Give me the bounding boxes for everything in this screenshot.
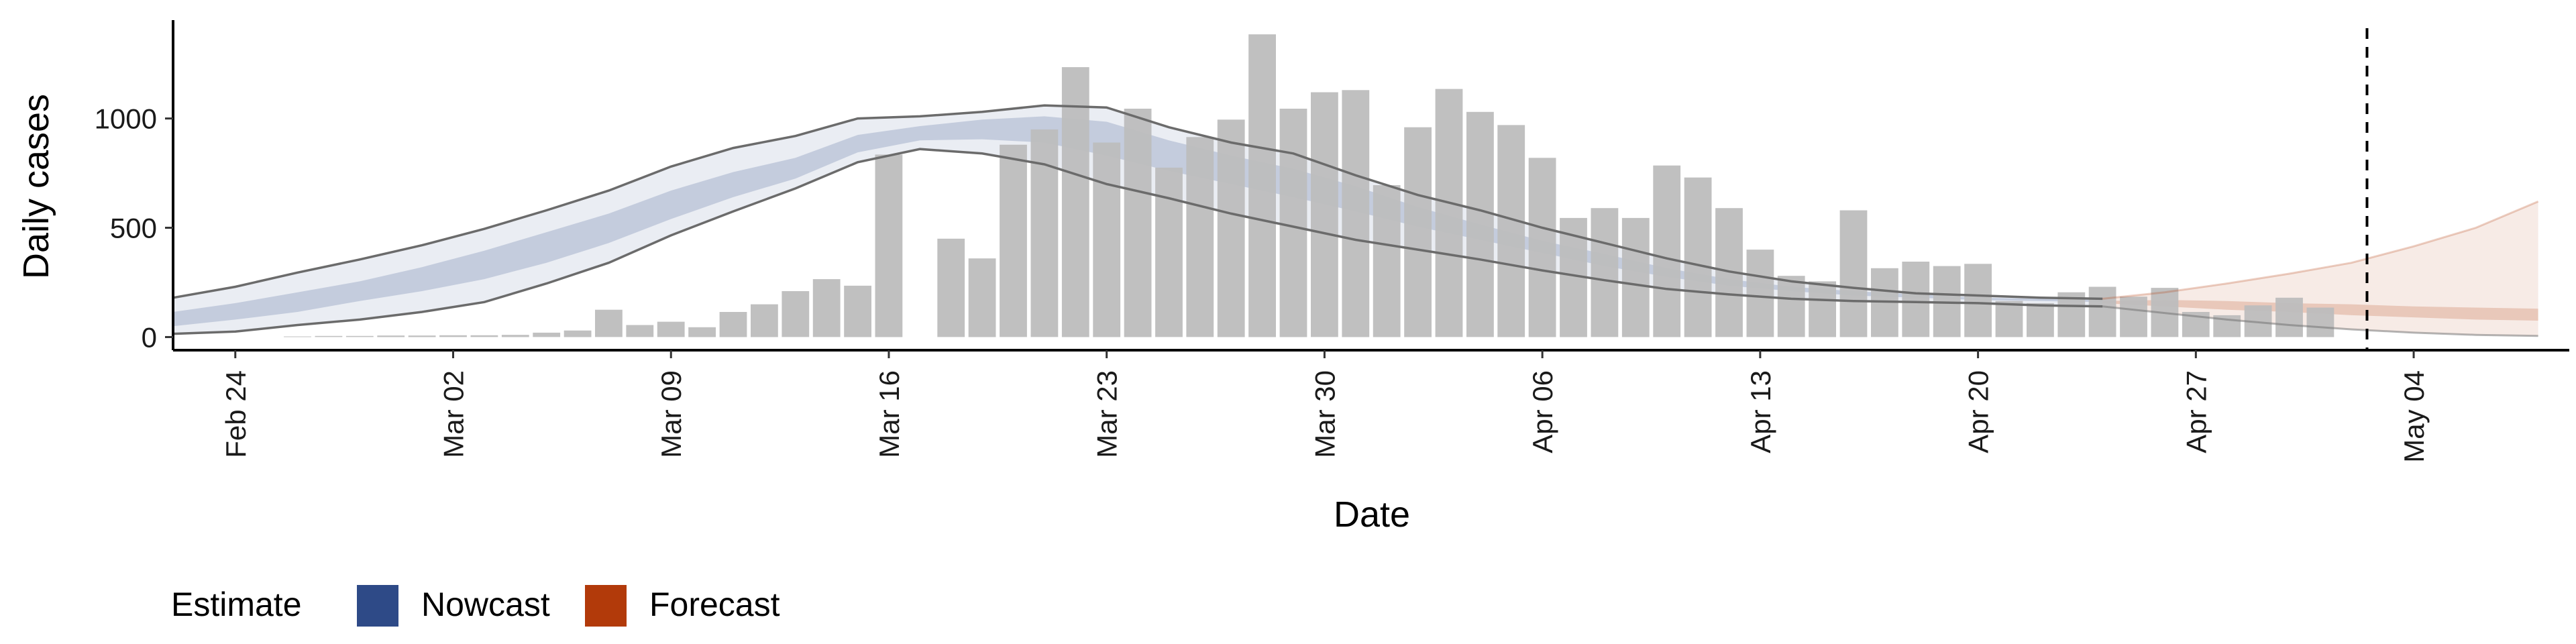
case-bar [439, 335, 467, 337]
case-bar [719, 312, 747, 337]
forecast-upper-line [2102, 201, 2539, 300]
x-tick-label: Mar 09 [655, 370, 687, 458]
case-bar [1186, 137, 1214, 337]
nowcast-upper-line [172, 104, 2103, 301]
case-bar [2088, 286, 2116, 337]
x-tick-label: Mar 02 [438, 370, 470, 458]
case-bar [626, 325, 654, 337]
case-bar [1155, 167, 1183, 337]
y-tick-label: 1000 [95, 103, 157, 135]
x-axis-title: Date [1334, 494, 1410, 535]
case-bar [2120, 297, 2147, 337]
case-bar [1000, 144, 1027, 337]
nowcast-lower-line [172, 148, 2103, 335]
case-bar [377, 335, 405, 337]
case-bar [1217, 119, 1245, 337]
case-bar [688, 327, 716, 337]
legend-label-nowcast: Nowcast [421, 586, 550, 623]
nowcast-band-90 [173, 105, 2103, 334]
case-bar [1093, 142, 1121, 337]
legend: Estimate Nowcast Forecast [171, 585, 780, 627]
case-bar [1435, 89, 1463, 337]
case-bar [564, 330, 592, 337]
case-bar [1591, 208, 1619, 337]
case-bar [2057, 292, 2086, 337]
case-bar [345, 335, 374, 337]
case-bar [1839, 210, 1868, 337]
legend-label-forecast: Forecast [649, 586, 780, 623]
case-bar [1653, 165, 1681, 337]
case-bar [1342, 90, 1370, 337]
x-axis: Feb 24 Mar 02 Mar 09 Mar 16 Mar 23 Mar 30 Apr … [173, 349, 2569, 463]
case-bar [1030, 129, 1059, 337]
case-bar [1497, 125, 1525, 337]
case-bar [1248, 34, 1276, 337]
case-bar [595, 309, 623, 337]
case-bar [315, 335, 343, 337]
y-axis-title: Daily cases [16, 94, 56, 279]
case-bar [1621, 217, 1650, 337]
case-bar [1746, 250, 1774, 337]
case-bar [1404, 127, 1432, 337]
case-bar [1995, 301, 2023, 337]
case-bar [937, 238, 965, 337]
forecast-lower-line [2102, 305, 2538, 337]
interval-lines [172, 104, 2539, 337]
case-bar [1809, 281, 1836, 337]
legend-key-nowcast [357, 585, 398, 627]
case-bar [1902, 262, 1930, 337]
legend-key-forecast [585, 585, 627, 627]
case-bar [657, 321, 685, 337]
case-bar [1279, 109, 1307, 337]
case-bar [1777, 276, 1805, 337]
case-bar [875, 154, 903, 337]
case-bar [408, 335, 436, 337]
y-axis: 0 500 1000 [95, 20, 174, 353]
case-bars [284, 34, 2334, 337]
case-bar [1311, 92, 1338, 337]
case-bar [1466, 111, 1494, 337]
case-bar [2275, 297, 2303, 337]
case-bar [812, 279, 841, 337]
case-bar [1964, 264, 1992, 337]
case-bar [1528, 158, 1556, 337]
x-tick-label: Mar 30 [1309, 370, 1340, 458]
case-bar [1124, 109, 1152, 337]
x-tick-label: Apr 06 [1527, 370, 1558, 453]
x-tick-label: Feb 24 [220, 370, 252, 458]
case-bar [2027, 303, 2054, 337]
x-tick-label: May 04 [2398, 370, 2430, 463]
x-tick-label: Mar 23 [1091, 370, 1123, 458]
x-tick-label: Mar 16 [873, 370, 905, 458]
case-bar [1373, 185, 1401, 337]
case-bar [782, 291, 810, 337]
y-tick-label: 500 [110, 213, 157, 244]
case-bar [1684, 177, 1712, 337]
x-tick-label: Apr 20 [1963, 370, 1994, 453]
case-bar [968, 258, 996, 337]
forecast-band-90 [2102, 201, 2538, 336]
x-tick-label: Apr 13 [1745, 370, 1776, 453]
case-bar [533, 332, 561, 337]
case-bar [2306, 307, 2334, 337]
x-tick-label: Apr 27 [2180, 370, 2212, 453]
y-tick-label: 0 [142, 321, 157, 353]
case-bar [501, 335, 529, 337]
case-bar [751, 304, 778, 337]
case-bar [844, 285, 871, 337]
case-bar [1061, 67, 1089, 337]
case-bar [470, 335, 498, 337]
legend-title: Estimate [171, 586, 302, 623]
